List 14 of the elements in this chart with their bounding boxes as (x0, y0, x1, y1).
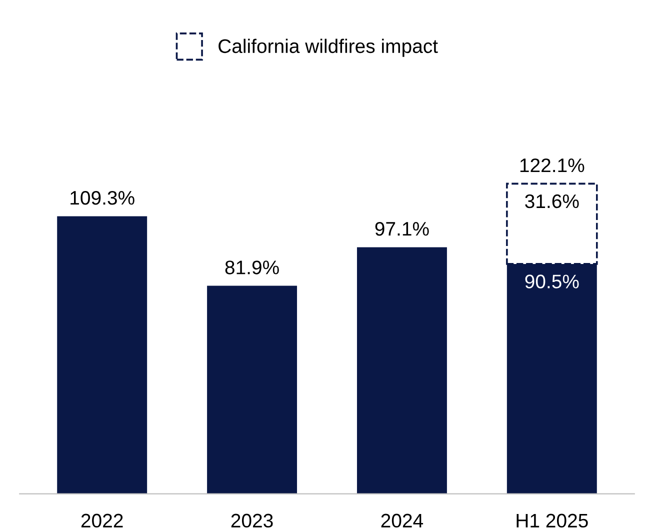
data-label: 81.9% (225, 260, 279, 274)
bar (356, 247, 447, 494)
data-label: 97.1% (375, 222, 429, 236)
x-tick-label: 2022 (81, 514, 123, 528)
bar (57, 216, 148, 494)
data-label: 31.6% (525, 194, 579, 208)
data-label: 90.5% (525, 274, 579, 288)
x-tick-label: 2024 (381, 514, 424, 528)
x-tick-label: H1 2025 (516, 514, 588, 528)
bar (207, 286, 298, 494)
data-label: 109.3% (70, 190, 134, 205)
x-tick-label: 2023 (231, 514, 273, 528)
legend-label: California wildfires impact (218, 38, 438, 57)
total-label: 122.1% (520, 158, 584, 172)
